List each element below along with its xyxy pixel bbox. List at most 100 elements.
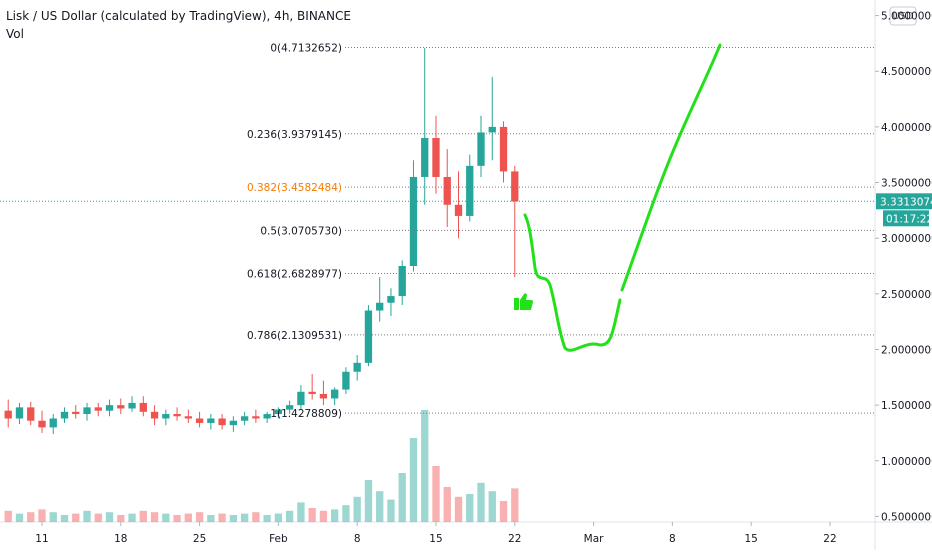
fib-level-label: 0.5(3.0705730) bbox=[260, 225, 342, 237]
candle-body bbox=[319, 394, 328, 399]
volume-bar bbox=[454, 496, 463, 522]
candle-body bbox=[15, 407, 24, 419]
x-tick-label: Mar bbox=[584, 533, 604, 545]
candle-body bbox=[387, 296, 395, 303]
volume-bar bbox=[308, 508, 316, 522]
candle-body bbox=[443, 176, 451, 205]
volume-bar bbox=[173, 515, 181, 522]
candle-body bbox=[353, 362, 361, 372]
candle-body bbox=[308, 391, 316, 395]
user-drawing[interactable] bbox=[523, 43, 722, 352]
volume-bar bbox=[184, 513, 192, 522]
candle-body bbox=[27, 407, 35, 421]
y-tick-label: 3.5000000 bbox=[881, 178, 932, 190]
volume-bar bbox=[4, 510, 12, 522]
volume-bar bbox=[443, 487, 451, 522]
volume-bar bbox=[27, 512, 35, 522]
y-tick-label: 3.0000000 bbox=[881, 233, 932, 245]
x-tick-label: 18 bbox=[114, 533, 127, 545]
volume-bar bbox=[252, 512, 260, 522]
volume-bar bbox=[274, 513, 283, 522]
currency-label: USD bbox=[892, 11, 914, 22]
volume-bar bbox=[105, 512, 114, 522]
candle-body bbox=[454, 204, 463, 216]
thumbs-up-icon[interactable] bbox=[514, 293, 533, 310]
x-tick-label: 8 bbox=[669, 533, 676, 545]
volume-bar bbox=[297, 502, 305, 522]
volume-bar bbox=[195, 512, 204, 522]
y-tick-label: 1.0000000 bbox=[881, 456, 932, 468]
volume-bar bbox=[38, 509, 46, 522]
volume-bar bbox=[49, 512, 57, 522]
candle-body bbox=[398, 266, 406, 297]
candle-body bbox=[49, 418, 57, 428]
y-tick-label: 0.5000000 bbox=[881, 511, 932, 523]
candle-body bbox=[218, 418, 226, 426]
candle-body bbox=[511, 171, 519, 202]
fib-level-label: 0.382(3.4582484) bbox=[247, 182, 342, 194]
volume-bar bbox=[240, 513, 249, 522]
volume-bar bbox=[511, 488, 519, 522]
volume-bar bbox=[207, 515, 215, 522]
candle-body bbox=[477, 132, 485, 166]
candle-body bbox=[195, 418, 204, 423]
last-price-box bbox=[876, 193, 932, 210]
y-tick-label: 1.5000000 bbox=[881, 400, 932, 412]
x-tick-label: 22 bbox=[508, 533, 521, 545]
volume-bar bbox=[128, 513, 136, 522]
candle-body bbox=[38, 420, 46, 428]
volume-bar bbox=[421, 410, 429, 522]
candle-body bbox=[466, 165, 474, 216]
candle-body bbox=[488, 126, 496, 133]
candle-body bbox=[184, 416, 192, 419]
volume-bar bbox=[72, 513, 80, 522]
x-tick-label: Feb bbox=[269, 533, 288, 545]
candle-body bbox=[173, 414, 181, 417]
candle-body bbox=[432, 138, 440, 177]
volume-bar bbox=[342, 505, 350, 522]
fib-level-label: 0.618(2.6828977) bbox=[247, 268, 342, 280]
candle-body bbox=[117, 405, 125, 409]
candle-body bbox=[285, 405, 294, 410]
countdown-label: 01:17:22 bbox=[886, 213, 932, 225]
candle-body bbox=[105, 405, 114, 411]
volume-bar bbox=[229, 515, 238, 522]
x-tick-label: 8 bbox=[354, 533, 361, 545]
y-tick-label: 2.0000000 bbox=[881, 344, 932, 356]
candle-body bbox=[409, 176, 418, 267]
candle-body bbox=[252, 416, 260, 419]
volume-bar bbox=[263, 515, 271, 522]
candle-body bbox=[60, 411, 69, 419]
candle-body bbox=[263, 414, 271, 419]
volume-bar bbox=[150, 512, 159, 522]
candle-body bbox=[499, 126, 508, 172]
volume-bar bbox=[331, 509, 339, 522]
chart-title: Lisk / US Dollar (calculated by TradingV… bbox=[6, 9, 351, 23]
y-tick-label: 2.5000000 bbox=[881, 289, 932, 301]
candle-body bbox=[72, 411, 80, 415]
volume-bar bbox=[117, 515, 125, 522]
candle-body bbox=[128, 402, 136, 409]
currency-badge[interactable] bbox=[889, 6, 917, 26]
fib-level-label: 0.786(2.1309531) bbox=[247, 330, 342, 342]
volume-bar bbox=[376, 491, 384, 522]
volume-bar bbox=[285, 510, 294, 522]
fib-level-label: 1(1.4278809) bbox=[270, 408, 342, 420]
volume-bar bbox=[432, 466, 440, 522]
y-tick-label: 4.5000000 bbox=[881, 66, 932, 78]
candle-body bbox=[207, 418, 215, 423]
candle-body bbox=[4, 410, 12, 419]
volume-bar bbox=[15, 513, 24, 522]
x-tick-label: 25 bbox=[193, 533, 206, 545]
volume-bar bbox=[488, 491, 496, 522]
last-price-label: 3.3313074 bbox=[880, 196, 932, 208]
candle-body bbox=[331, 389, 339, 399]
candle-body bbox=[150, 411, 159, 419]
volume-bar bbox=[94, 513, 102, 522]
volume-bar bbox=[364, 480, 373, 522]
candle-body bbox=[297, 391, 305, 406]
candle-body bbox=[274, 409, 283, 415]
volume-bar bbox=[398, 473, 406, 522]
candle-body bbox=[376, 302, 384, 311]
